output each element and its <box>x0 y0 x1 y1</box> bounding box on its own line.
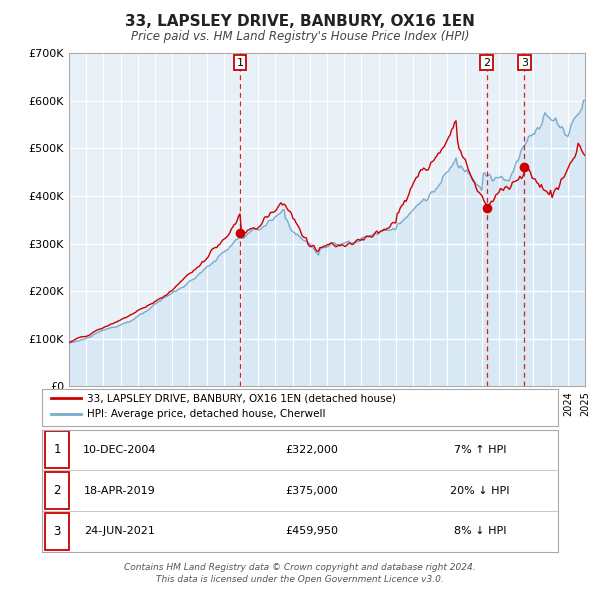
Text: 3: 3 <box>53 525 61 538</box>
Text: 1: 1 <box>236 58 244 68</box>
Text: £459,950: £459,950 <box>286 526 338 536</box>
Text: 33, LAPSLEY DRIVE, BANBURY, OX16 1EN: 33, LAPSLEY DRIVE, BANBURY, OX16 1EN <box>125 14 475 30</box>
Text: £322,000: £322,000 <box>286 445 338 455</box>
Text: 7% ↑ HPI: 7% ↑ HPI <box>454 445 506 455</box>
Text: This data is licensed under the Open Government Licence v3.0.: This data is licensed under the Open Gov… <box>156 575 444 584</box>
Text: 24-JUN-2021: 24-JUN-2021 <box>85 526 155 536</box>
Text: 2: 2 <box>53 484 61 497</box>
Text: HPI: Average price, detached house, Cherwell: HPI: Average price, detached house, Cher… <box>87 409 325 418</box>
Text: £375,000: £375,000 <box>286 486 338 496</box>
Text: Price paid vs. HM Land Registry's House Price Index (HPI): Price paid vs. HM Land Registry's House … <box>131 30 469 43</box>
Text: 1: 1 <box>53 443 61 457</box>
Text: 8% ↓ HPI: 8% ↓ HPI <box>454 526 506 536</box>
Text: 18-APR-2019: 18-APR-2019 <box>84 486 156 496</box>
Text: 10-DEC-2004: 10-DEC-2004 <box>83 445 157 455</box>
Text: Contains HM Land Registry data © Crown copyright and database right 2024.: Contains HM Land Registry data © Crown c… <box>124 563 476 572</box>
Text: 2: 2 <box>483 58 490 68</box>
Text: 3: 3 <box>521 58 528 68</box>
Text: 20% ↓ HPI: 20% ↓ HPI <box>450 486 510 496</box>
Text: 33, LAPSLEY DRIVE, BANBURY, OX16 1EN (detached house): 33, LAPSLEY DRIVE, BANBURY, OX16 1EN (de… <box>87 394 396 403</box>
